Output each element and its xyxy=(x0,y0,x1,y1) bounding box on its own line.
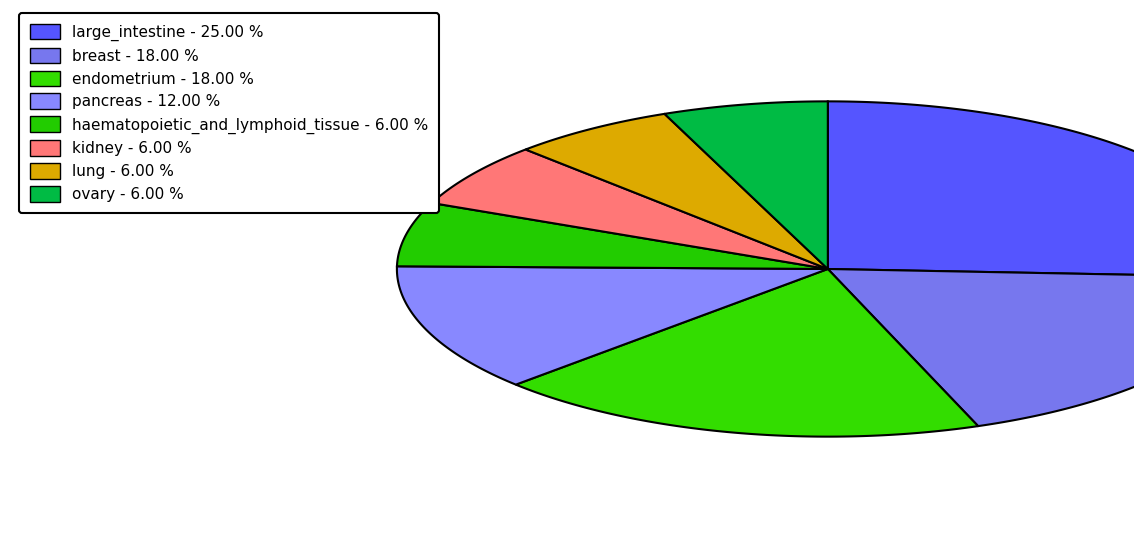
Polygon shape xyxy=(665,101,828,269)
Polygon shape xyxy=(828,101,1134,277)
Polygon shape xyxy=(828,269,1134,426)
Polygon shape xyxy=(516,269,979,437)
Polygon shape xyxy=(397,266,828,385)
Polygon shape xyxy=(397,203,828,269)
Polygon shape xyxy=(432,150,828,269)
Polygon shape xyxy=(525,114,828,269)
Legend: large_intestine - 25.00 %, breast - 18.00 %, endometrium - 18.00 %, pancreas - 1: large_intestine - 25.00 %, breast - 18.0… xyxy=(19,13,439,213)
